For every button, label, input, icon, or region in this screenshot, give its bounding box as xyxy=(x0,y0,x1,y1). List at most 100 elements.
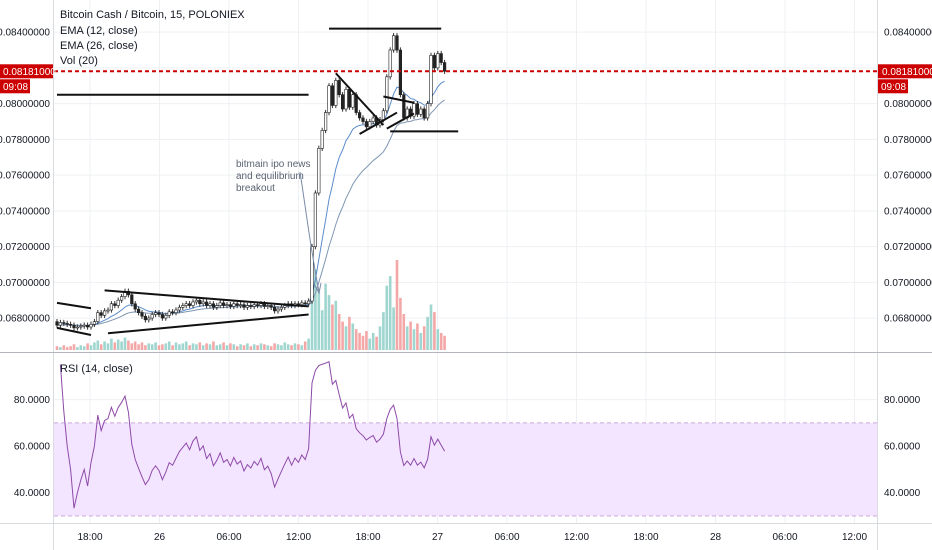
volume-bar xyxy=(327,295,331,350)
candle-body xyxy=(69,324,73,326)
candle-body xyxy=(320,130,324,149)
volume-bar xyxy=(395,260,399,350)
candle-body xyxy=(269,305,273,308)
candle-body xyxy=(330,85,335,106)
volume-bar xyxy=(181,343,185,350)
rsi-tick-label-right: 40.0000 xyxy=(884,488,921,499)
candle-body xyxy=(86,324,90,328)
candle-body xyxy=(272,307,277,312)
candle-body xyxy=(109,303,113,311)
candle-body xyxy=(89,324,93,328)
candle-body xyxy=(340,94,345,110)
candle-body xyxy=(432,55,437,69)
time-tick-label: 06:00 xyxy=(216,532,241,543)
rsi-tick-label-left: 60.0000 xyxy=(14,442,51,453)
indicator-volume-label: Vol (20) xyxy=(60,55,98,67)
volume-bar xyxy=(273,343,276,350)
volume-bar xyxy=(256,345,259,350)
price-tick-label-left: 0.07000000 xyxy=(0,278,50,289)
candle-body xyxy=(232,303,236,307)
volume-bar xyxy=(266,345,270,350)
candle-body xyxy=(323,112,328,131)
volume-bar xyxy=(392,307,395,350)
volume-bar xyxy=(191,343,195,350)
candle-body xyxy=(154,312,158,315)
candle-body xyxy=(262,303,267,307)
candle-body xyxy=(398,49,403,96)
trendline xyxy=(386,112,415,130)
legend: Bitcoin Cash / Bitcoin, 15, POLONIEX EMA… xyxy=(60,9,245,375)
candle-body xyxy=(310,246,314,302)
candle-body xyxy=(143,315,148,321)
rsi-tick-label-left: 40.0000 xyxy=(14,488,51,499)
volume-bar xyxy=(120,341,123,350)
volume-bar xyxy=(351,323,355,350)
price-tick-label-left: 0.07400000 xyxy=(0,206,50,217)
price-tick-label-left: 0.07600000 xyxy=(0,171,50,182)
volume-bar xyxy=(116,339,120,350)
candle-body xyxy=(334,80,338,106)
volume-bar xyxy=(436,329,440,350)
volume-bar xyxy=(246,343,249,350)
candle-body xyxy=(439,53,443,63)
price-tick-label-right: 0.08000000 xyxy=(884,99,932,110)
candle-body xyxy=(259,303,263,306)
rsi-line xyxy=(59,360,446,509)
volume-bar xyxy=(280,345,283,350)
rsi-tick-label-right: 60.0000 xyxy=(884,442,921,453)
volume-bar xyxy=(429,304,433,350)
volume-bar xyxy=(443,335,446,350)
rsi-series-line xyxy=(59,360,446,509)
time-tick-label: 26 xyxy=(154,532,166,543)
volume-bar xyxy=(157,345,161,350)
time-tick-label: 12:00 xyxy=(564,532,589,543)
trendline xyxy=(359,111,398,135)
volume-bar xyxy=(324,283,327,350)
candle-body xyxy=(425,103,430,119)
candle-body xyxy=(252,304,256,307)
volume-bar xyxy=(331,304,334,350)
candle-body xyxy=(106,309,110,312)
indicator-ema26-label: EMA (26, close) xyxy=(60,40,138,52)
volume-bar xyxy=(127,340,130,350)
rsi-tick-label-right: 80.0000 xyxy=(884,395,921,406)
candle-body xyxy=(65,323,69,325)
candle-body xyxy=(419,108,423,115)
rsi-band xyxy=(54,422,877,517)
candle-body xyxy=(62,322,66,324)
candle-body xyxy=(245,305,250,308)
volume-bar xyxy=(89,345,93,350)
volume-bar xyxy=(103,341,106,350)
volume-bar xyxy=(263,344,266,350)
candle-body xyxy=(211,303,216,308)
candle-body xyxy=(436,53,440,69)
candle-body xyxy=(283,305,287,308)
candle-body xyxy=(368,121,372,128)
volume-bar xyxy=(123,337,127,350)
last-price-badge-right xyxy=(878,64,932,79)
candle-body xyxy=(239,304,243,306)
candle-body xyxy=(357,112,362,119)
volume-bar xyxy=(72,344,76,350)
candle-body xyxy=(255,304,260,306)
volume-bar xyxy=(341,321,344,350)
candle-body xyxy=(188,303,192,306)
trendline xyxy=(107,313,309,335)
rsi-tick-label-left: 80.0000 xyxy=(14,395,51,406)
volume-bar xyxy=(286,344,290,350)
trendline xyxy=(56,301,92,310)
candle-body xyxy=(177,307,182,311)
candle-body xyxy=(174,309,178,313)
volume-bar xyxy=(307,338,310,350)
volume-bar xyxy=(62,345,66,350)
annotation-line: breakout xyxy=(236,183,275,194)
price-tick-label-right: 0.07200000 xyxy=(884,242,932,253)
volume-bar xyxy=(218,344,222,350)
volume-bar xyxy=(99,344,103,350)
annotation-line: bitmain ipo news xyxy=(236,159,310,170)
indicator-ema12-label: EMA (12, close) xyxy=(60,25,138,37)
candle-body xyxy=(137,308,141,313)
volume-bar xyxy=(388,276,392,350)
